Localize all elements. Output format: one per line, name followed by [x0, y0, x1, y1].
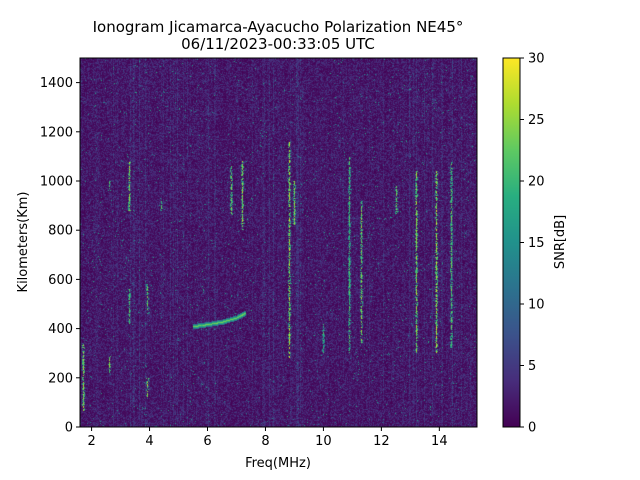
y-axis: 0 200 400 600 800 1000 1200 1400: [40, 76, 80, 436]
x-tick-label: 12: [373, 434, 390, 449]
y-tick-label: 0: [65, 421, 73, 436]
x-tick-label: 2: [87, 434, 95, 449]
colorbar: 0 5 10 15 20 25 30 SNR[dB]: [502, 52, 568, 436]
y-tick-label: 600: [48, 273, 73, 288]
y-tick-label: 200: [48, 371, 73, 386]
y-tick-label: 400: [48, 322, 73, 337]
snr-heatmap: [80, 58, 477, 427]
chart-title: Ionogram Jicamarca-Ayacucho Polarization…: [93, 18, 464, 36]
colorbar-tick-label: 15: [528, 236, 545, 251]
colorbar-tick-label: 30: [528, 52, 545, 67]
x-tick-label: 4: [145, 434, 153, 449]
x-axis: 2 4 6 8 10 12 14: [87, 427, 448, 449]
y-tick-label: 1200: [40, 125, 73, 140]
chart-subtitle: 06/11/2023-00:33:05 UTC: [181, 35, 375, 53]
x-axis-label: Freq(MHz): [245, 456, 311, 471]
colorbar-tick-label: 20: [528, 175, 545, 190]
colorbar-tick-label: 0: [528, 421, 536, 436]
colorbar-ticks: 0 5 10 15 20 25 30: [520, 52, 545, 436]
y-tick-label: 1000: [40, 175, 73, 190]
plot-area: [79, 57, 478, 428]
colorbar-label: SNR[dB]: [553, 215, 568, 269]
x-tick-label: 10: [315, 434, 332, 449]
y-axis-label: Kilometers(Km): [16, 192, 31, 293]
colorbar-gradient: [502, 57, 521, 428]
plot-frame: [79, 57, 478, 428]
y-tick-label: 1400: [40, 76, 73, 91]
y-tick-label: 800: [48, 224, 73, 239]
x-tick-label: 6: [203, 434, 211, 449]
x-tick-label: 8: [261, 434, 269, 449]
colorbar-tick-label: 25: [528, 113, 545, 128]
colorbar-tick-label: 5: [528, 359, 536, 374]
x-tick-label: 14: [431, 434, 448, 449]
colorbar-tick-label: 10: [528, 298, 545, 313]
